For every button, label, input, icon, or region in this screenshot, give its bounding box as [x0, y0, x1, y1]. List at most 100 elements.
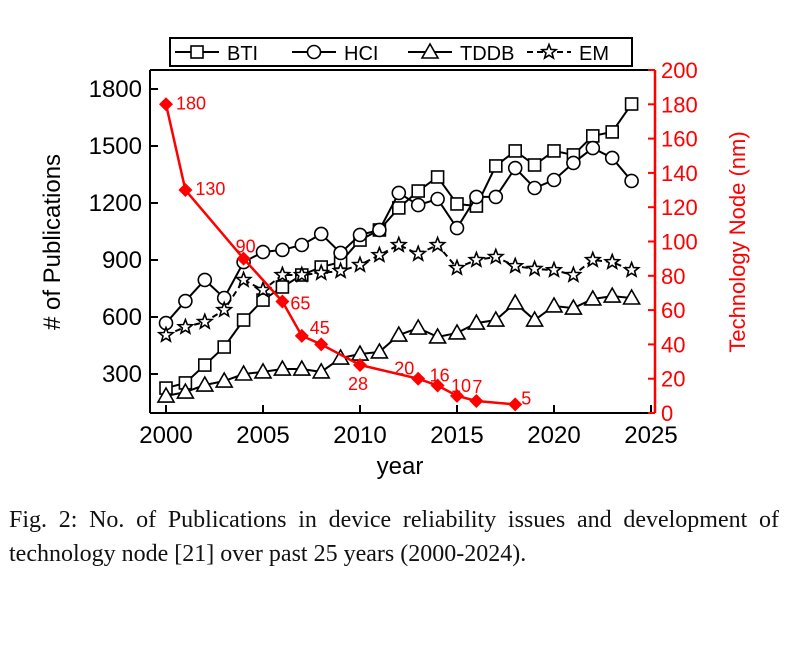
data-point-em	[273, 265, 292, 283]
data-label-technology-node: 16	[430, 366, 450, 386]
data-point-technology-node	[469, 393, 484, 408]
data-point-technology-node	[314, 337, 329, 352]
y-tick-label: 300	[102, 361, 142, 388]
data-point-em	[234, 270, 253, 288]
data-point-hci	[294, 237, 310, 253]
data-point-em	[214, 300, 234, 318]
data-point-em	[292, 265, 312, 283]
data-point-hci	[352, 227, 368, 243]
data-point-tddb	[583, 289, 603, 306]
data-point-em	[195, 312, 215, 330]
data-point-hci	[546, 172, 562, 188]
data-point-hci	[197, 272, 213, 288]
data-point-hci	[410, 197, 426, 213]
data-point-bti	[430, 170, 445, 184]
x-axis-label: year	[377, 453, 424, 480]
y-tick-label: 1800	[89, 76, 142, 103]
data-label-technology-node: 7	[472, 377, 482, 397]
data-point-tddb	[428, 327, 447, 344]
data-point-hci	[275, 242, 290, 258]
data-point-bti	[275, 280, 290, 294]
data-point-tddb	[486, 310, 506, 327]
data-label-technology-node: 10	[451, 376, 471, 396]
legend-marker-tddb	[420, 42, 440, 59]
y2-tick-label: 80	[661, 264, 685, 289]
data-point-tddb	[253, 362, 273, 379]
data-point-em	[156, 325, 176, 343]
x-tick-label: 2025	[624, 422, 677, 449]
legend-label-bti: BTI	[227, 43, 258, 65]
data-point-technology-node	[178, 183, 193, 198]
legend-marker-hci	[306, 44, 322, 60]
data-point-em	[311, 263, 331, 281]
data-point-hci	[604, 150, 620, 166]
data-point-hci	[469, 189, 484, 205]
data-point-bti	[411, 184, 426, 198]
y2-tick-label: 0	[661, 401, 673, 426]
data-point-hci	[430, 191, 445, 207]
data-point-hci	[333, 245, 348, 261]
data-point-tddb	[622, 288, 641, 305]
y-tick-label: 600	[102, 304, 142, 331]
data-label-technology-node: 65	[290, 294, 310, 314]
x-tick-label: 2015	[430, 422, 483, 449]
data-point-em	[622, 260, 641, 278]
data-point-bti	[488, 159, 503, 173]
data-point-tddb	[214, 371, 234, 388]
data-point-technology-node	[508, 397, 523, 412]
y2-tick-label: 140	[661, 161, 698, 186]
data-point-technology-node	[159, 97, 173, 112]
data-point-technology-node	[450, 388, 464, 403]
y2-axis-label: Technology Node (nm)	[725, 131, 750, 352]
y2-tick-label: 60	[661, 298, 685, 323]
data-point-hci	[527, 180, 542, 196]
data-point-bti	[624, 97, 639, 111]
chart: 2000 2005 2010 2015 2020 20253006009001200150…	[39, 37, 750, 480]
data-point-tddb	[602, 286, 622, 303]
data-point-bti	[605, 125, 620, 139]
data-point-tddb	[564, 298, 583, 315]
y2-tick-label: 160	[661, 127, 698, 152]
y2-tick-label: 200	[661, 58, 698, 83]
x-tick-label: 2005	[236, 422, 289, 449]
data-point-technology-node	[353, 357, 367, 372]
data-point-tddb	[311, 362, 331, 379]
data-point-hci	[255, 244, 271, 260]
x-tick-label: 2000	[139, 422, 192, 449]
y2-tick-label: 40	[661, 332, 685, 357]
data-point-em	[467, 250, 486, 268]
data-point-bti	[236, 313, 251, 327]
data-point-bti	[585, 129, 600, 143]
data-point-tddb	[195, 375, 215, 392]
x-tick-label: 2010	[333, 422, 386, 449]
data-point-em	[544, 260, 564, 278]
data-point-bti	[527, 158, 542, 172]
data-label-technology-node: 180	[176, 93, 206, 113]
data-point-tddb	[505, 293, 525, 310]
data-point-em	[505, 256, 525, 274]
legend-label-tddb: TDDB	[460, 43, 514, 65]
data-point-em	[583, 250, 603, 268]
figure-caption: Fig. 2: No. of Publications in device re…	[9, 507, 779, 567]
data-point-em	[350, 255, 370, 273]
y-tick-label: 1200	[89, 190, 142, 217]
y2-tick-label: 20	[661, 367, 685, 392]
data-point-tddb	[447, 323, 467, 340]
data-point-tddb	[234, 364, 253, 381]
data-point-hci	[507, 160, 523, 176]
data-point-tddb	[389, 325, 409, 342]
data-point-em	[408, 244, 428, 262]
data-point-hci	[178, 293, 193, 309]
data-point-tddb	[292, 359, 312, 376]
y-tick-label: 900	[102, 247, 142, 274]
data-point-em	[331, 261, 350, 279]
data-point-hci	[624, 173, 639, 189]
data-point-tddb	[525, 310, 544, 327]
legend-label-hci: HCI	[344, 43, 378, 65]
data-point-bti	[508, 144, 523, 158]
legend-marker-bti	[190, 45, 204, 59]
data-point-technology-node	[275, 294, 290, 309]
data-point-hci	[391, 185, 407, 201]
data-point-tddb	[408, 318, 428, 335]
data-point-tddb	[273, 359, 292, 376]
